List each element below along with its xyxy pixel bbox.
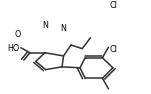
Text: N: N	[42, 21, 48, 30]
Text: N: N	[60, 24, 66, 33]
Text: Cl: Cl	[110, 2, 118, 11]
Text: O: O	[15, 30, 21, 39]
Text: HO: HO	[7, 44, 19, 53]
Text: Cl: Cl	[110, 45, 118, 54]
